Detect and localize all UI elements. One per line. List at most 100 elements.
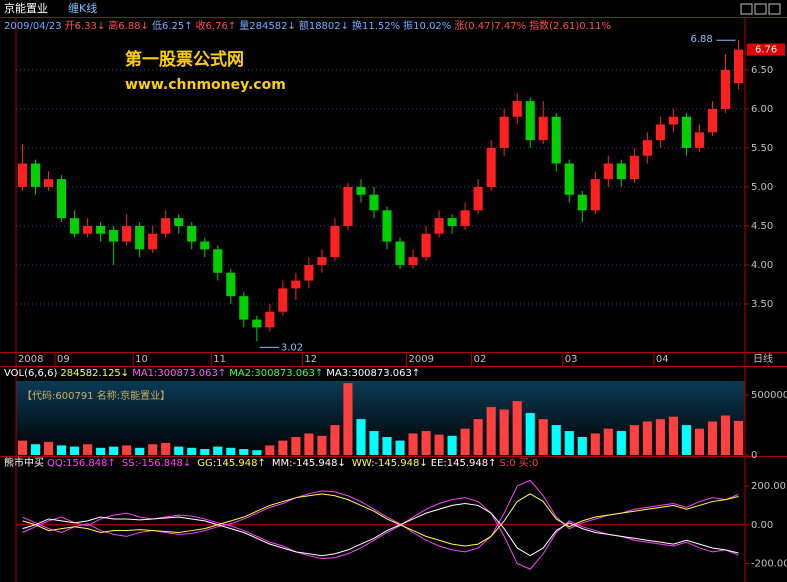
candle-body (122, 225, 132, 242)
x-tick-label: 04 (656, 354, 669, 365)
candle-body (252, 319, 262, 328)
volume-bar (733, 420, 744, 455)
x-tick-label: 2009 (409, 354, 434, 365)
candle-body (291, 280, 301, 289)
volume-bar (369, 431, 379, 455)
legend-name: SS (121, 458, 135, 469)
candle-body (733, 49, 744, 84)
period-label: 日线 (753, 352, 773, 365)
legend-entry: SS:-156.848↓ (122, 458, 194, 469)
volume-bar (343, 383, 353, 455)
y-tick-label: 5.00 (751, 182, 773, 193)
candle-body (30, 163, 41, 187)
volume-bar (707, 421, 718, 455)
candle-body (642, 140, 652, 156)
panel-borders (0, 17, 787, 582)
legend-name: QQ (47, 458, 63, 469)
candle-body (590, 179, 600, 211)
volume-bar (356, 419, 366, 455)
quote-item: 振10.02% (403, 21, 452, 32)
volume-bar (135, 447, 145, 455)
volume-bar (642, 421, 652, 455)
indicator-stat: WW:-145.948↓ (351, 458, 428, 469)
y-tick-label: 6.00 (751, 104, 773, 115)
quote-item: 量284582↓ (239, 21, 296, 32)
candle-body (330, 225, 340, 258)
candle-body (564, 163, 574, 195)
volume-bar (122, 445, 132, 455)
quote-item: 额18802↓ (298, 21, 350, 32)
legend-entry: QQ:156.848↑ (47, 458, 119, 469)
volume-bar (655, 419, 665, 455)
candle-body (239, 296, 249, 320)
volume-bar (408, 433, 418, 455)
volume-title: VOL(6,6,6) (4, 368, 58, 379)
candle-body (616, 163, 626, 180)
volume-bar (291, 437, 301, 455)
quote-item: 涨(0.47)7.47% (454, 21, 527, 32)
volume-bar (460, 428, 470, 455)
volume-bar (96, 447, 106, 455)
chart-mode: 缠K线 (68, 1, 97, 15)
volume-bar (629, 425, 639, 455)
candle-body (265, 311, 275, 328)
candle-body (577, 194, 587, 211)
volume-note: 【代码:600791 名称:京能置业】 (22, 389, 170, 402)
volume-bar (17, 440, 28, 455)
volume-bar (434, 434, 444, 455)
high-label: 6.88 (690, 34, 712, 45)
candle-body (213, 249, 223, 273)
volume-bar (278, 440, 288, 455)
x-tick-label: 2008 (18, 354, 43, 365)
y-tick-label: 5.50 (751, 143, 773, 154)
x-tick-label: 09 (57, 354, 70, 365)
candle-body (538, 116, 548, 141)
indicator-line (22, 497, 739, 570)
y-tick-label: 500000 (751, 390, 787, 401)
volume-bar (512, 401, 522, 455)
stock-name: 京能置业 (4, 1, 48, 15)
candle-body (720, 69, 731, 109)
candle-body (161, 218, 171, 234)
legend-entry: MM:-145.948↓ (272, 458, 349, 469)
volume-bar (213, 446, 223, 455)
volume-bar (330, 425, 340, 455)
volume-bar (226, 447, 236, 455)
volume-bar (603, 428, 613, 455)
watermark-url: www.chnmoney.com (125, 77, 286, 93)
volume-bar (43, 441, 54, 455)
volume-bar (30, 444, 41, 455)
volume-bar (668, 416, 678, 455)
candle-body (200, 241, 210, 250)
quote-item: 换11.52% (352, 21, 401, 32)
candle-body (486, 147, 496, 187)
volume-bar (304, 433, 314, 455)
candle-body (187, 225, 197, 242)
quote-item: 收6.76↑ (195, 21, 237, 32)
volume-bar (109, 446, 119, 455)
volume-bar (265, 445, 275, 455)
x-tick-label: 11 (213, 354, 226, 365)
volume-bar (174, 446, 184, 455)
volume-header: VOL(6,6,6) 284582.125↓ MA1:300873.063↑ MA2:… (4, 367, 423, 381)
legend-value: :-145.948↓ (289, 458, 346, 469)
volume-bar (70, 446, 80, 455)
candle-body (96, 225, 106, 234)
volume-bar (187, 447, 197, 455)
window-icons[interactable] (740, 3, 781, 15)
volume-bar (382, 437, 392, 455)
candle-body (174, 218, 184, 226)
candle-body (395, 241, 405, 265)
volume-bar (473, 419, 483, 455)
volume-stat: MA1:300873.063↑ (132, 368, 227, 379)
volume-bar (317, 435, 327, 455)
volume-bar (616, 431, 626, 455)
volume-bar (239, 449, 249, 455)
volume-bar (395, 440, 405, 455)
y-tick-label: 0.00 (751, 520, 773, 531)
candle-body (408, 257, 418, 265)
volume-bar (590, 433, 600, 455)
candle-body (512, 101, 522, 117)
volume-bar (57, 445, 67, 455)
